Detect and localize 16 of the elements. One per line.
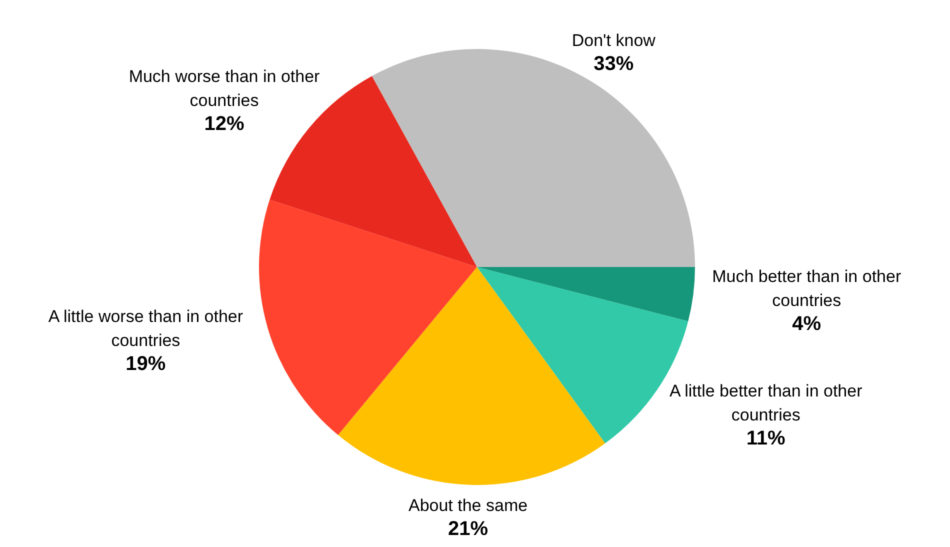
pie-slice <box>477 267 695 322</box>
slice-label: About the same <box>408 496 528 515</box>
pie-slice <box>259 200 477 435</box>
data-label: 19% <box>126 353 166 376</box>
slice-label: A little better than in other countries <box>669 381 863 424</box>
data-label: 21% <box>448 518 488 540</box>
data-label: 33% <box>594 52 634 75</box>
pie-slice <box>338 267 606 485</box>
slice-label: Don't know <box>572 30 656 50</box>
slice-label: Much worse than in other countries <box>128 66 320 110</box>
data-label: 12% <box>204 112 244 135</box>
data-label: 4% <box>792 312 822 335</box>
pie-slice <box>372 49 695 267</box>
data-label: 11% <box>746 427 786 450</box>
slice-label: A little worse than in other countries <box>48 307 244 350</box>
slice-label: Much better than in other countries <box>712 266 902 310</box>
